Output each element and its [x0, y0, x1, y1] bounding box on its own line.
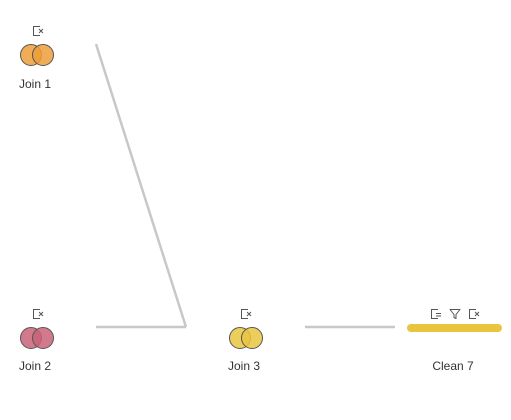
connector-join1-to-join3[interactable]: [94, 43, 188, 328]
remove-field-icon[interactable]: [240, 308, 252, 320]
remove-field-icon[interactable]: [468, 308, 480, 320]
join-1-label: Join 1: [18, 77, 52, 91]
join-venn-icon[interactable]: [19, 326, 55, 350]
join-1-node[interactable]: Join 1: [0, 0, 80, 100]
join-2-label: Join 2: [18, 359, 52, 373]
join-3-node[interactable]: Join 3: [205, 283, 285, 383]
clean-7-node[interactable]: Clean 7: [405, 283, 505, 383]
filter-icon[interactable]: [449, 308, 461, 320]
join-venn-icon[interactable]: [19, 43, 55, 67]
remove-field-icon[interactable]: [32, 25, 44, 37]
join-venn-icon[interactable]: [228, 326, 264, 350]
remove-field-icon[interactable]: [32, 308, 44, 320]
join-3-label: Join 3: [227, 359, 261, 373]
join-2-node[interactable]: Join 2: [0, 283, 80, 383]
clean-7-label: Clean 7: [432, 359, 474, 373]
calculated-field-icon[interactable]: [430, 308, 442, 320]
clean-step-bar[interactable]: [407, 324, 502, 332]
